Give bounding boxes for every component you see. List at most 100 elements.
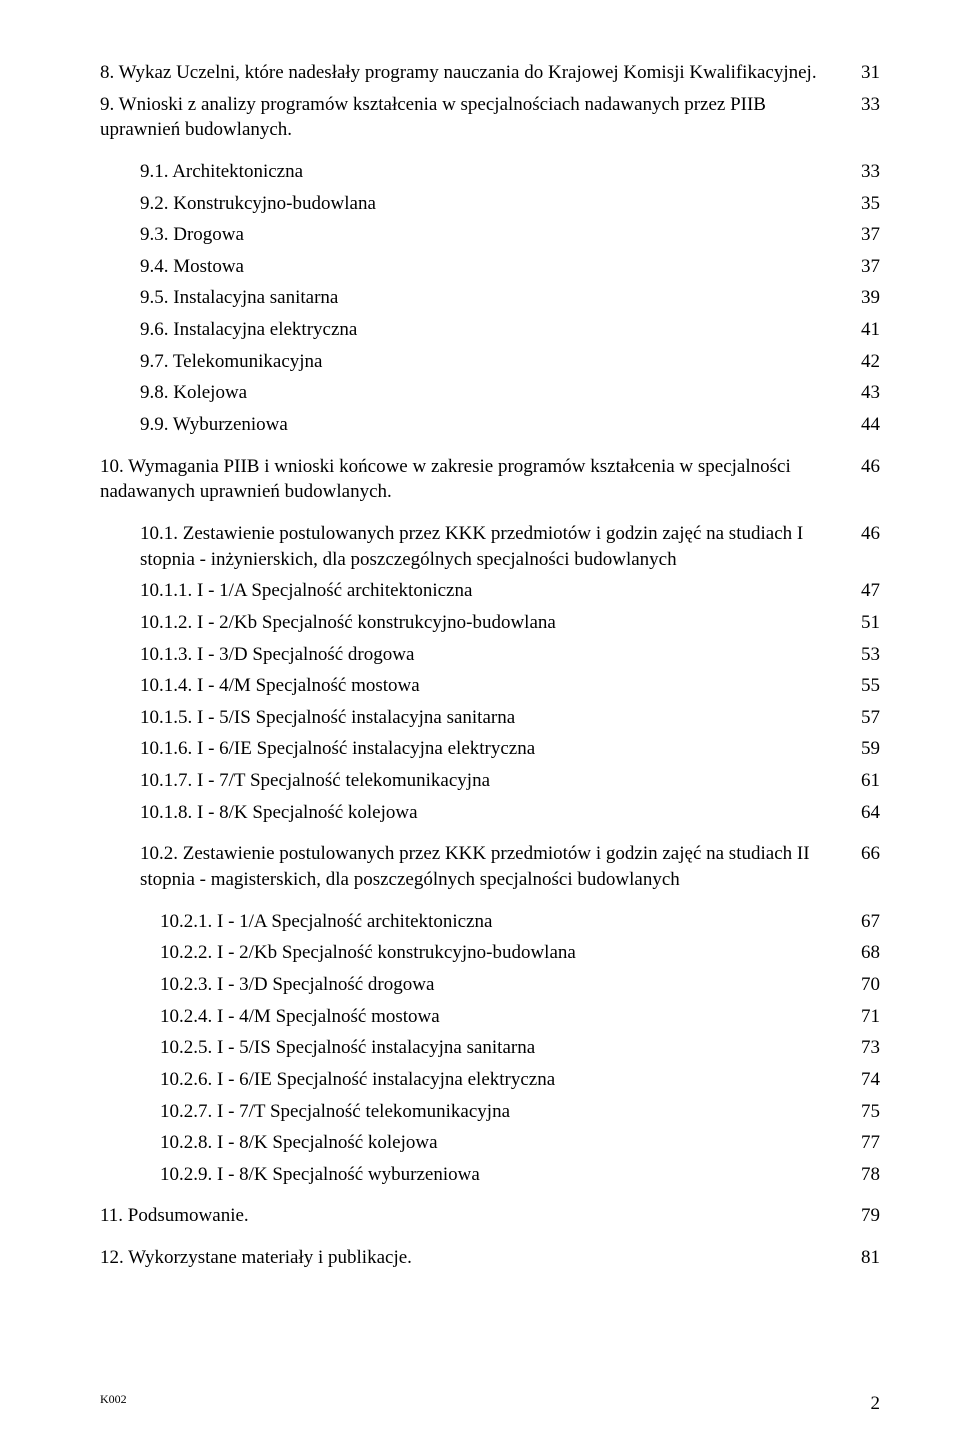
toc-entry-text: 9.9. Wyburzeniowa (140, 412, 850, 438)
toc-entry-page: 71 (850, 1004, 880, 1030)
toc-entry-text: 10.2.8. I - 8/K Specjalność kolejowa (160, 1130, 850, 1156)
toc-entry-page: 77 (850, 1130, 880, 1156)
toc-entry-text: 10.1.4. I - 4/M Specjalność mostowa (140, 673, 850, 699)
toc-entry-page: 73 (850, 1035, 880, 1061)
toc-entry-page: 68 (850, 940, 880, 966)
toc-entry: 10.2.3. I - 3/D Specjalność drogowa70 (160, 972, 880, 998)
toc-entry: 10.1.5. I - 5/IS Specjalność instalacyjn… (140, 705, 880, 731)
toc-entry: 10.2.5. I - 5/IS Specjalność instalacyjn… (160, 1035, 880, 1061)
toc-entry-page: 57 (850, 705, 880, 731)
toc-entry-text: 9.8. Kolejowa (140, 380, 850, 406)
toc-entry: 10.2.6. I - 6/IE Specjalność instalacyjn… (160, 1067, 880, 1093)
toc-entry-text: 10.1.7. I - 7/T Specjalność telekomunika… (140, 768, 850, 794)
toc-entry: 10.2. Zestawienie postulowanych przez KK… (140, 841, 880, 892)
toc-entry-text: 10.1.2. I - 2/Kb Specjalność konstrukcyj… (140, 610, 850, 636)
toc-entry-text: 10.2.2. I - 2/Kb Specjalność konstrukcyj… (160, 940, 850, 966)
toc-entry-text: 9.4. Mostowa (140, 254, 850, 280)
toc-entry: 9.6. Instalacyjna elektryczna41 (140, 317, 880, 343)
toc-entry-page: 74 (850, 1067, 880, 1093)
toc-entry-text: 8. Wykaz Uczelni, które nadesłały progra… (100, 60, 850, 86)
toc-entry-text: 10.2.6. I - 6/IE Specjalność instalacyjn… (160, 1067, 850, 1093)
toc-entry-text: 10.1.8. I - 8/K Specjalność kolejowa (140, 800, 850, 826)
toc-entry-text: 10.1.1. I - 1/A Specjalność architektoni… (140, 578, 850, 604)
toc-entry-text: 10.2.7. I - 7/T Specjalność telekomunika… (160, 1099, 850, 1125)
toc-entry-text: 9.2. Konstrukcyjno-budowlana (140, 191, 850, 217)
table-of-contents: 8. Wykaz Uczelni, które nadesłały progra… (100, 60, 880, 1271)
toc-entry: 10.1.8. I - 8/K Specjalność kolejowa64 (140, 800, 880, 826)
toc-entry-page: 55 (850, 673, 880, 699)
toc-entry-page: 66 (850, 841, 880, 867)
toc-entry: 9.3. Drogowa37 (140, 222, 880, 248)
toc-entry: 10.2.8. I - 8/K Specjalność kolejowa77 (160, 1130, 880, 1156)
toc-entry-page: 46 (850, 521, 880, 547)
toc-entry-page: 53 (850, 642, 880, 668)
toc-entry-page: 44 (850, 412, 880, 438)
toc-entry-page: 33 (850, 92, 880, 118)
toc-entry: 9.2. Konstrukcyjno-budowlana35 (140, 191, 880, 217)
toc-entry-page: 37 (850, 254, 880, 280)
toc-entry: 10.2.2. I - 2/Kb Specjalność konstrukcyj… (160, 940, 880, 966)
toc-entry: 9.5. Instalacyjna sanitarna39 (140, 285, 880, 311)
toc-entry: 10.1.6. I - 6/IE Specjalność instalacyjn… (140, 736, 880, 762)
toc-entry: 8. Wykaz Uczelni, które nadesłały progra… (100, 60, 880, 86)
toc-entry-page: 42 (850, 349, 880, 375)
toc-entry: 10. Wymagania PIIB i wnioski końcowe w z… (100, 454, 880, 505)
toc-entry: 10.2.7. I - 7/T Specjalność telekomunika… (160, 1099, 880, 1125)
toc-entry-page: 70 (850, 972, 880, 998)
toc-entry-text: 10.2.5. I - 5/IS Specjalność instalacyjn… (160, 1035, 850, 1061)
toc-entry: 10.1.2. I - 2/Kb Specjalność konstrukcyj… (140, 610, 880, 636)
toc-entry-text: 10.1.5. I - 5/IS Specjalność instalacyjn… (140, 705, 850, 731)
toc-entry-text: 10.1.6. I - 6/IE Specjalność instalacyjn… (140, 736, 850, 762)
toc-entry-page: 35 (850, 191, 880, 217)
toc-entry-text: 10.2.9. I - 8/K Specjalność wyburzeniowa (160, 1162, 850, 1188)
toc-entry-text: 9.1. Architektoniczna (140, 159, 850, 185)
toc-entry-page: 39 (850, 285, 880, 311)
toc-entry: 10.2.4. I - 4/M Specjalność mostowa71 (160, 1004, 880, 1030)
toc-entry-text: 10. Wymagania PIIB i wnioski końcowe w z… (100, 454, 850, 505)
toc-entry-text: 10.1. Zestawienie postulowanych przez KK… (140, 521, 850, 572)
toc-entry-text: 9.3. Drogowa (140, 222, 850, 248)
toc-entry-text: 10.2. Zestawienie postulowanych przez KK… (140, 841, 850, 892)
toc-entry-page: 46 (850, 454, 880, 480)
toc-entry-page: 67 (850, 909, 880, 935)
toc-entry: 10.2.9. I - 8/K Specjalność wyburzeniowa… (160, 1162, 880, 1188)
toc-entry-text: 11. Podsumowanie. (100, 1203, 850, 1229)
toc-entry-page: 51 (850, 610, 880, 636)
footer-page-number: 2 (871, 1391, 881, 1417)
toc-entry-text: 9. Wnioski z analizy programów kształcen… (100, 92, 850, 143)
page-footer: K002 2 (100, 1391, 880, 1417)
toc-entry-page: 59 (850, 736, 880, 762)
toc-entry: 9.9. Wyburzeniowa44 (140, 412, 880, 438)
toc-entry: 10.1.3. I - 3/D Specjalność drogowa53 (140, 642, 880, 668)
toc-entry: 10.1. Zestawienie postulowanych przez KK… (140, 521, 880, 572)
toc-entry: 10.2.1. I - 1/A Specjalność architektoni… (160, 909, 880, 935)
toc-entry-page: 64 (850, 800, 880, 826)
toc-entry: 9.7. Telekomunikacyjna42 (140, 349, 880, 375)
toc-entry: 9.1. Architektoniczna33 (140, 159, 880, 185)
toc-entry-text: 9.7. Telekomunikacyjna (140, 349, 850, 375)
toc-entry-page: 79 (850, 1203, 880, 1229)
toc-entry-page: 61 (850, 768, 880, 794)
toc-entry-page: 41 (850, 317, 880, 343)
toc-entry-text: 10.1.3. I - 3/D Specjalność drogowa (140, 642, 850, 668)
toc-entry: 12. Wykorzystane materiały i publikacje.… (100, 1245, 880, 1271)
toc-entry: 11. Podsumowanie.79 (100, 1203, 880, 1229)
toc-entry: 9.4. Mostowa37 (140, 254, 880, 280)
toc-entry-page: 81 (850, 1245, 880, 1271)
toc-entry-page: 78 (850, 1162, 880, 1188)
toc-entry-page: 43 (850, 380, 880, 406)
toc-entry: 10.1.1. I - 1/A Specjalność architektoni… (140, 578, 880, 604)
toc-entry: 10.1.7. I - 7/T Specjalność telekomunika… (140, 768, 880, 794)
toc-entry: 9. Wnioski z analizy programów kształcen… (100, 92, 880, 143)
toc-entry-page: 37 (850, 222, 880, 248)
footer-code: K002 (100, 1391, 127, 1417)
toc-entry-text: 10.2.1. I - 1/A Specjalność architektoni… (160, 909, 850, 935)
toc-entry-text: 12. Wykorzystane materiały i publikacje. (100, 1245, 850, 1271)
toc-entry-text: 10.2.3. I - 3/D Specjalność drogowa (160, 972, 850, 998)
toc-entry-text: 9.6. Instalacyjna elektryczna (140, 317, 850, 343)
toc-entry-text: 10.2.4. I - 4/M Specjalność mostowa (160, 1004, 850, 1030)
toc-entry-page: 33 (850, 159, 880, 185)
toc-entry: 9.8. Kolejowa43 (140, 380, 880, 406)
toc-entry: 10.1.4. I - 4/M Specjalność mostowa55 (140, 673, 880, 699)
toc-entry-page: 31 (850, 60, 880, 86)
